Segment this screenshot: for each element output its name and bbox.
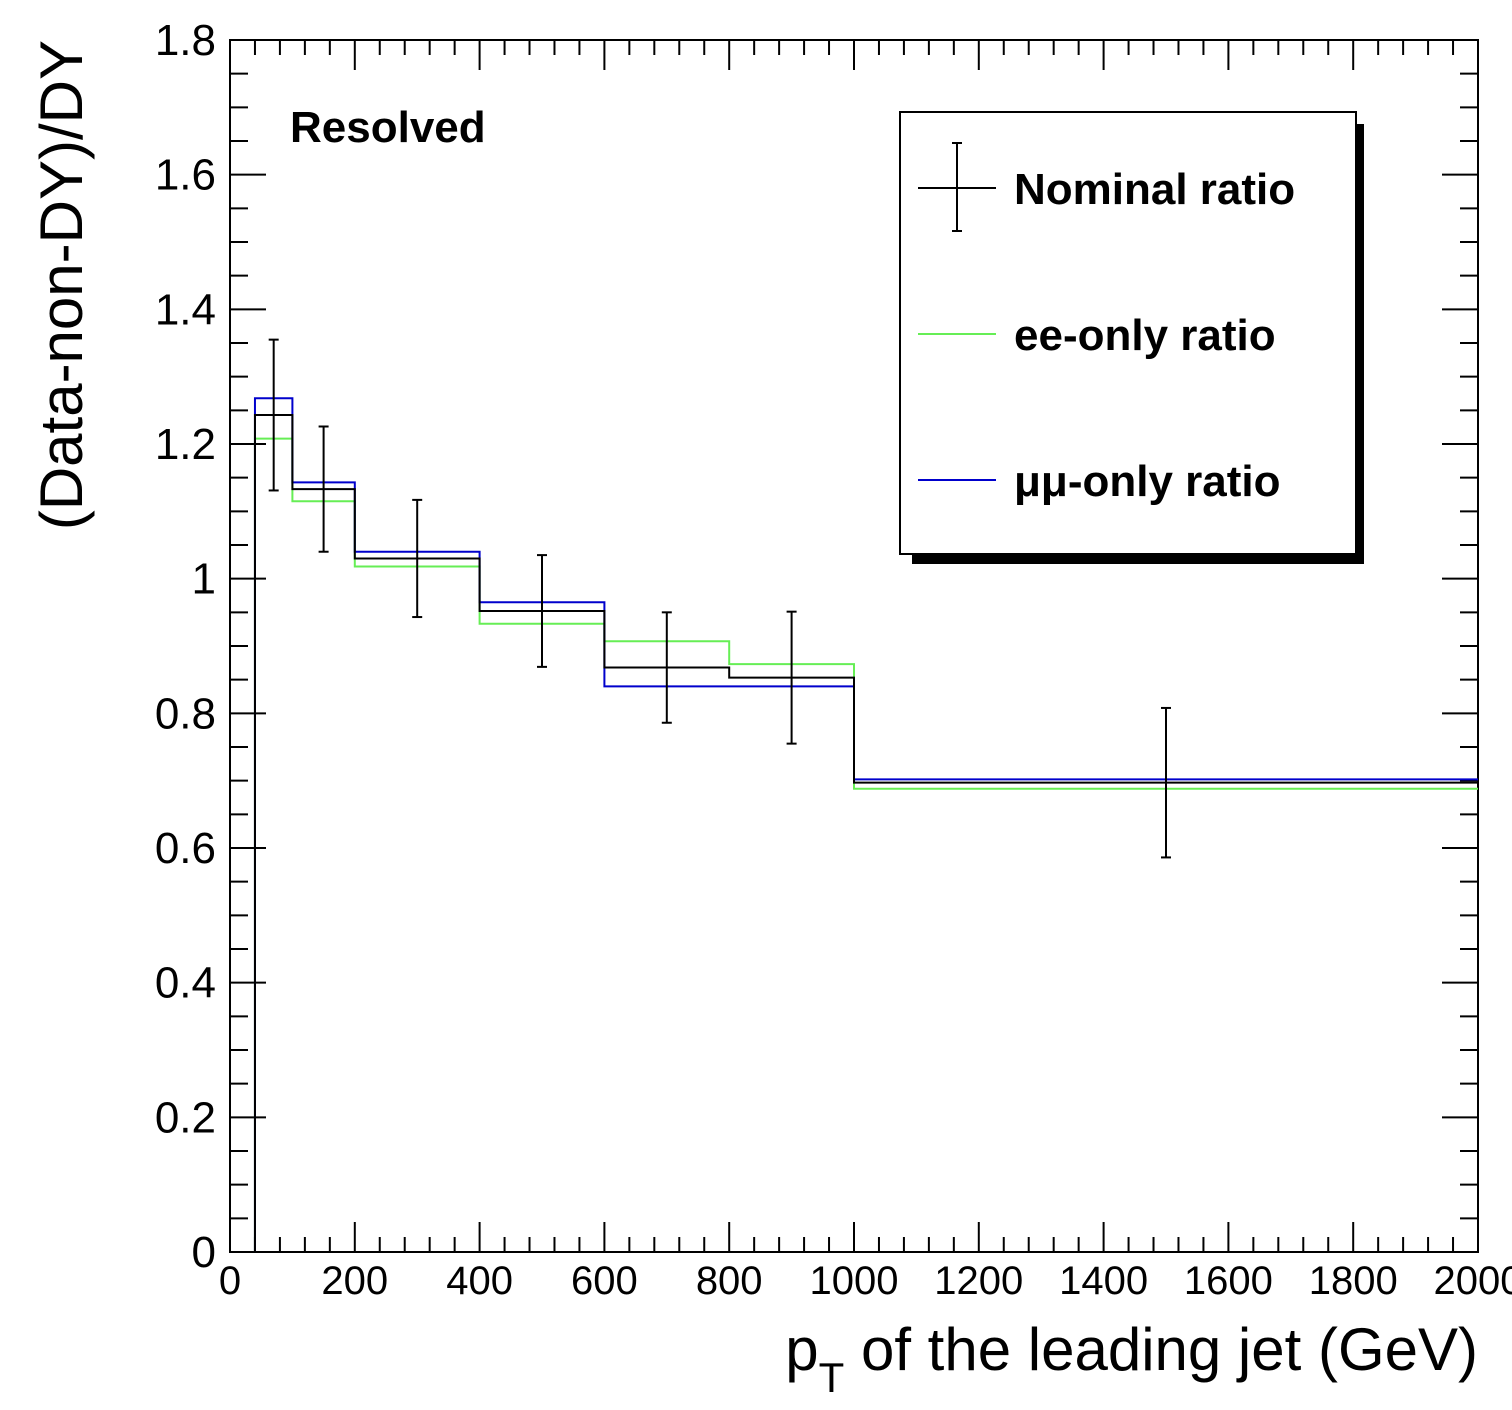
y-tick-label: 1 bbox=[192, 555, 216, 604]
y-tick-label: 0 bbox=[192, 1228, 216, 1277]
x-tick-labels: 0 200 400 600 800 1000 1200 1400 1600 1800 2000 bbox=[219, 1259, 1512, 1303]
x-axis-title: pT of the leading jet (GeV) bbox=[785, 1316, 1478, 1401]
y-tick-label: 0.8 bbox=[155, 689, 216, 738]
x-tick-label: 1600 bbox=[1184, 1259, 1273, 1303]
legend: Nominal ratio ee-only ratio μμ-only ratio bbox=[899, 111, 1364, 564]
region-annotation: Resolved bbox=[290, 103, 486, 152]
x-tick-label: 1800 bbox=[1309, 1259, 1398, 1303]
y-tick-labels: 0 0.2 0.4 0.6 0.8 1 1.2 1.4 1.6 1.8 bbox=[155, 16, 216, 1277]
y-tick-label: 1.2 bbox=[155, 420, 216, 469]
x-tick-label: 400 bbox=[446, 1259, 513, 1303]
x-axis-title-subscript: T bbox=[819, 1354, 845, 1401]
x-axis-title-main: p bbox=[785, 1316, 818, 1383]
x-tick-label: 1000 bbox=[810, 1259, 899, 1303]
series-layer bbox=[253, 338, 1478, 1252]
x-tick-label: 800 bbox=[696, 1259, 763, 1303]
series-step-line bbox=[253, 414, 1478, 1252]
y-axis-title: (Data-non-DY)/DY bbox=[28, 40, 95, 530]
legend-label: ee-only ratio bbox=[1014, 311, 1276, 360]
y-tick-label: 1.8 bbox=[155, 16, 216, 65]
legend-label: Nominal ratio bbox=[1014, 165, 1295, 214]
y-tick-label: 1.4 bbox=[155, 285, 216, 334]
x-tick-label: 200 bbox=[321, 1259, 388, 1303]
x-tick-label: 1400 bbox=[1059, 1259, 1148, 1303]
y-tick-label: 1.6 bbox=[155, 151, 216, 200]
y-tick-label: 0.4 bbox=[155, 959, 216, 1008]
y-tick-label: 0.2 bbox=[155, 1093, 216, 1142]
legend-label: μμ-only ratio bbox=[1014, 457, 1281, 506]
y-tick-label: 0.6 bbox=[155, 824, 216, 873]
x-tick-label: 600 bbox=[571, 1259, 638, 1303]
x-axis-title-rest: of the leading jet (GeV) bbox=[844, 1316, 1478, 1383]
x-tick-label: 0 bbox=[219, 1259, 241, 1303]
axis-ticks bbox=[229, 39, 1479, 1253]
x-tick-label: 2000 bbox=[1434, 1259, 1512, 1303]
x-tick-label: 1200 bbox=[934, 1259, 1023, 1303]
